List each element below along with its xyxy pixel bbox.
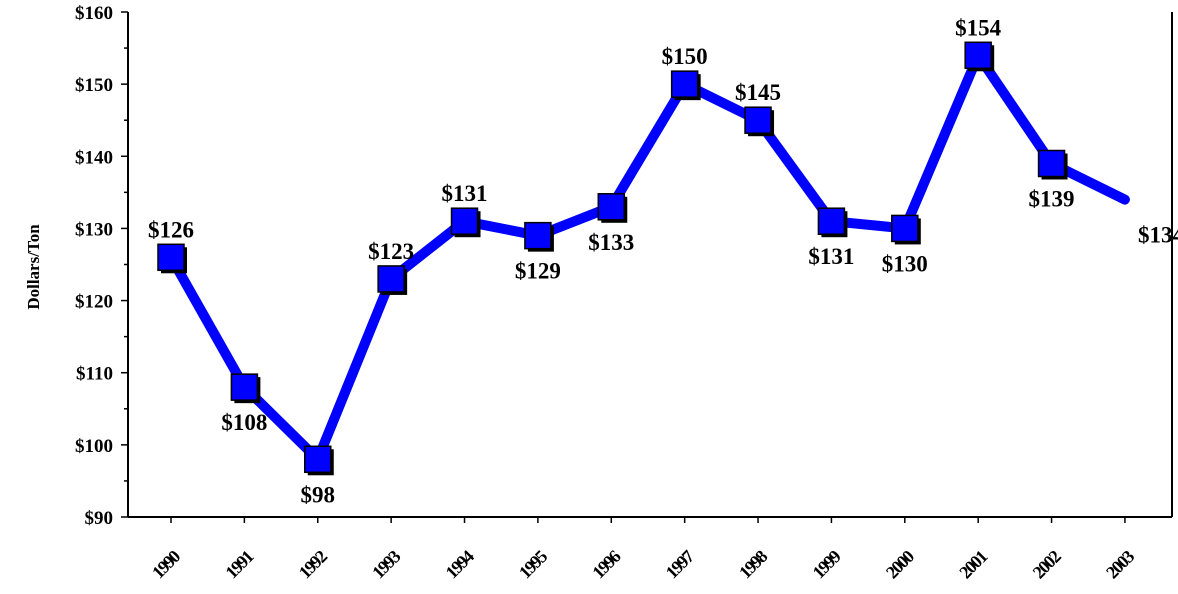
data-marker [304, 445, 332, 474]
data-marker [964, 41, 992, 70]
x-tick-label: 2002 [1029, 546, 1065, 582]
data-marker [230, 373, 259, 401]
data-marker [891, 214, 919, 243]
x-tick-label: 1997 [662, 546, 698, 582]
data-label: $123 [368, 239, 414, 264]
y-tick-label: $110 [76, 364, 113, 385]
y-tick-label: $130 [75, 219, 113, 240]
data-marker [744, 106, 772, 134]
data-labels: $126 $108 $98 $123 $131 $129 $133 $150 $145 $131 $… [148, 15, 1178, 507]
data-marker [157, 243, 185, 272]
y-tick-label: $120 [75, 292, 113, 313]
x-tick-label: 2000 [882, 546, 918, 582]
y-tick-label: $150 [75, 75, 113, 96]
y-axis: $90 $100 $110 $120 $130 $140 $150 $160 [75, 3, 128, 529]
data-marker [524, 221, 552, 250]
data-label: $131 [442, 181, 488, 206]
data-marker [670, 70, 699, 98]
x-tick-label: 1998 [735, 546, 771, 582]
data-marker [450, 207, 479, 235]
data-label: $129 [515, 259, 561, 284]
y-tick-label: $100 [75, 436, 113, 457]
x-tick-label: 1991 [221, 546, 257, 582]
x-tick-label: 1994 [442, 546, 478, 582]
y-tick-label: $90 [85, 508, 114, 529]
x-tick-label: 2001 [955, 546, 991, 582]
data-label: $126 [148, 217, 194, 242]
data-label: $134 [1138, 223, 1178, 248]
y-tick-label: $160 [75, 3, 113, 24]
data-label: $108 [221, 410, 267, 435]
data-label: $150 [662, 44, 708, 69]
data-label: $139 [1029, 187, 1075, 212]
data-marker [597, 193, 626, 221]
data-marker [377, 265, 405, 293]
data-label: $98 [301, 482, 336, 507]
y-axis-title: Dollars/Ton [24, 224, 43, 310]
data-marker [1037, 149, 1066, 178]
plot-frame [127, 12, 1173, 518]
x-tick-label: 1995 [515, 546, 551, 582]
data-label: $131 [808, 244, 854, 269]
x-axis: 1990 1991 1992 1993 1994 1995 1996 1997 1998 1999… [148, 517, 1138, 582]
x-tick-label: 1996 [588, 546, 624, 582]
y-tick-label: $140 [75, 147, 113, 168]
x-tick-label: 1993 [368, 546, 404, 582]
series-dollars-per-ton [157, 41, 1130, 476]
data-label: $130 [882, 251, 928, 276]
x-tick-label: 1992 [295, 546, 331, 582]
x-tick-label: 1999 [808, 546, 844, 582]
data-marker [817, 207, 846, 235]
data-label: $154 [955, 15, 1002, 40]
data-label: $145 [735, 80, 781, 105]
data-label: $133 [588, 230, 634, 255]
x-tick-label: 2003 [1102, 546, 1138, 582]
x-tick-label: 1990 [148, 546, 184, 582]
series-line [166, 50, 1130, 465]
